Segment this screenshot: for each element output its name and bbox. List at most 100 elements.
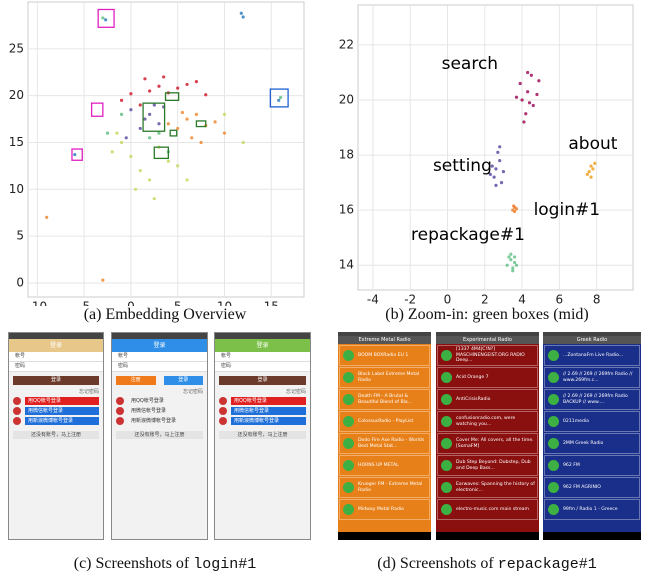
status-bar [112, 333, 207, 339]
point [498, 145, 502, 149]
caption: (a) Embedding Overview [84, 306, 247, 324]
input-field: 帐号 [9, 352, 103, 362]
station-name: HORNS UP METAL [358, 462, 399, 468]
play-icon [441, 504, 452, 515]
x-tick-label: -2 [404, 293, 416, 307]
title-bar: Greek Radio [543, 336, 641, 344]
station-name: AntiCrisisRadio [456, 396, 491, 402]
station-name: 99fm / Radio 1 - Greece [563, 506, 618, 512]
point [520, 98, 524, 102]
nav-bar [338, 532, 431, 540]
y-tick-label: 15 [9, 135, 24, 149]
status-bar [543, 332, 641, 336]
x-tick-label: -10 [28, 300, 48, 307]
play-icon [441, 482, 452, 493]
point [511, 269, 515, 273]
point [101, 16, 105, 20]
highlight-box [164, 92, 180, 101]
nav-bar [436, 532, 539, 540]
station-item: Death FM - A Brutal & Beautiful Blend of… [339, 389, 430, 410]
station-name: BOOM BOXRadio EU 1 [358, 352, 409, 358]
button: 登录 [13, 376, 99, 385]
login-option: 用微信帐号登录 [13, 407, 99, 415]
point [526, 90, 530, 94]
point [157, 122, 161, 126]
point [185, 82, 189, 87]
station-item: Black Label Extreme Metal Radio [339, 367, 430, 388]
point [490, 164, 494, 168]
point [45, 215, 49, 219]
annotation: login#1 [534, 200, 600, 220]
point [587, 169, 591, 174]
register-link: 还没有账号，马上注册 [116, 431, 203, 439]
play-icon [343, 416, 354, 427]
point [185, 117, 189, 121]
point [129, 108, 133, 112]
play-icon [343, 438, 354, 449]
point [509, 258, 513, 262]
station-name: 0211media [563, 418, 589, 424]
point [522, 120, 526, 124]
point [176, 164, 180, 168]
point [194, 80, 199, 84]
phone-screenshot: 登录 帐号 密码 登录 忘记密码 用QQ帐号登录 用微信帐号登录 用新浪微博帐号登录 还没有账号… [8, 332, 104, 540]
point [110, 150, 114, 154]
point [514, 207, 519, 211]
annotation: repackage#1 [411, 225, 525, 245]
station-name: Acid Orange 7 [456, 374, 489, 380]
login-option: 用新浪微博帐号登录 [219, 417, 306, 425]
plot-frame [357, 4, 634, 291]
point [514, 263, 519, 267]
play-icon [441, 350, 452, 361]
point [512, 204, 516, 208]
highlight-box [71, 148, 83, 161]
play-icon [343, 372, 354, 383]
point [213, 120, 217, 124]
x-tick-label: 6 [556, 293, 564, 307]
point [129, 92, 133, 96]
y-tick-label: 20 [339, 93, 354, 107]
y-tick-label: 5 [16, 229, 24, 243]
station-name: ColossusRadio - PlayList [358, 418, 414, 424]
point [494, 183, 498, 187]
point [105, 131, 110, 135]
forgot-link: 忘记密码 [182, 389, 203, 395]
point [505, 263, 509, 267]
station-item: Krueger FM - Extreme Metal Radio [339, 477, 430, 498]
station-item: BOOM BOXRadio EU 1 [339, 345, 430, 366]
point [133, 187, 138, 191]
status-bar [215, 333, 310, 339]
app-screenshot: Greek Radio ...ZontanaFm Live Radio... // … [543, 332, 641, 540]
point [166, 122, 170, 126]
play-icon [343, 460, 354, 471]
point [537, 79, 541, 83]
point [222, 112, 227, 116]
highlight-box [97, 8, 115, 28]
play-icon [343, 394, 354, 405]
status-bar [9, 333, 103, 339]
point [526, 70, 530, 75]
point [180, 110, 184, 115]
station-name: confusionradio.com, were watching you... [456, 416, 516, 427]
point [222, 131, 227, 135]
x-tick-label: 0 [444, 293, 452, 307]
button-row: 登录 [9, 372, 103, 386]
forgot-link: 忘记密码 [78, 389, 99, 395]
title-bar: 登录 [215, 339, 310, 352]
station-name: // 2.69 // 269 // 269fm Radio // www.269… [563, 372, 633, 383]
point [279, 95, 283, 100]
play-icon [441, 372, 452, 383]
annotation: setting [433, 156, 492, 176]
play-icon [548, 438, 559, 449]
point [148, 178, 152, 182]
login-option: 用微信帐号登录 [116, 407, 203, 415]
point [176, 86, 180, 90]
station-name: Dub Step Beyond: Dubstep, Dub and Deep B… [456, 460, 531, 471]
point [507, 255, 511, 259]
station-item: 962 FM AGRINIO [544, 477, 640, 498]
point [496, 150, 500, 154]
station-item: 0211media [544, 411, 640, 432]
caption-text: (d) Screenshots of [377, 555, 498, 572]
login-option: 用微信帐号登录 [219, 407, 306, 415]
